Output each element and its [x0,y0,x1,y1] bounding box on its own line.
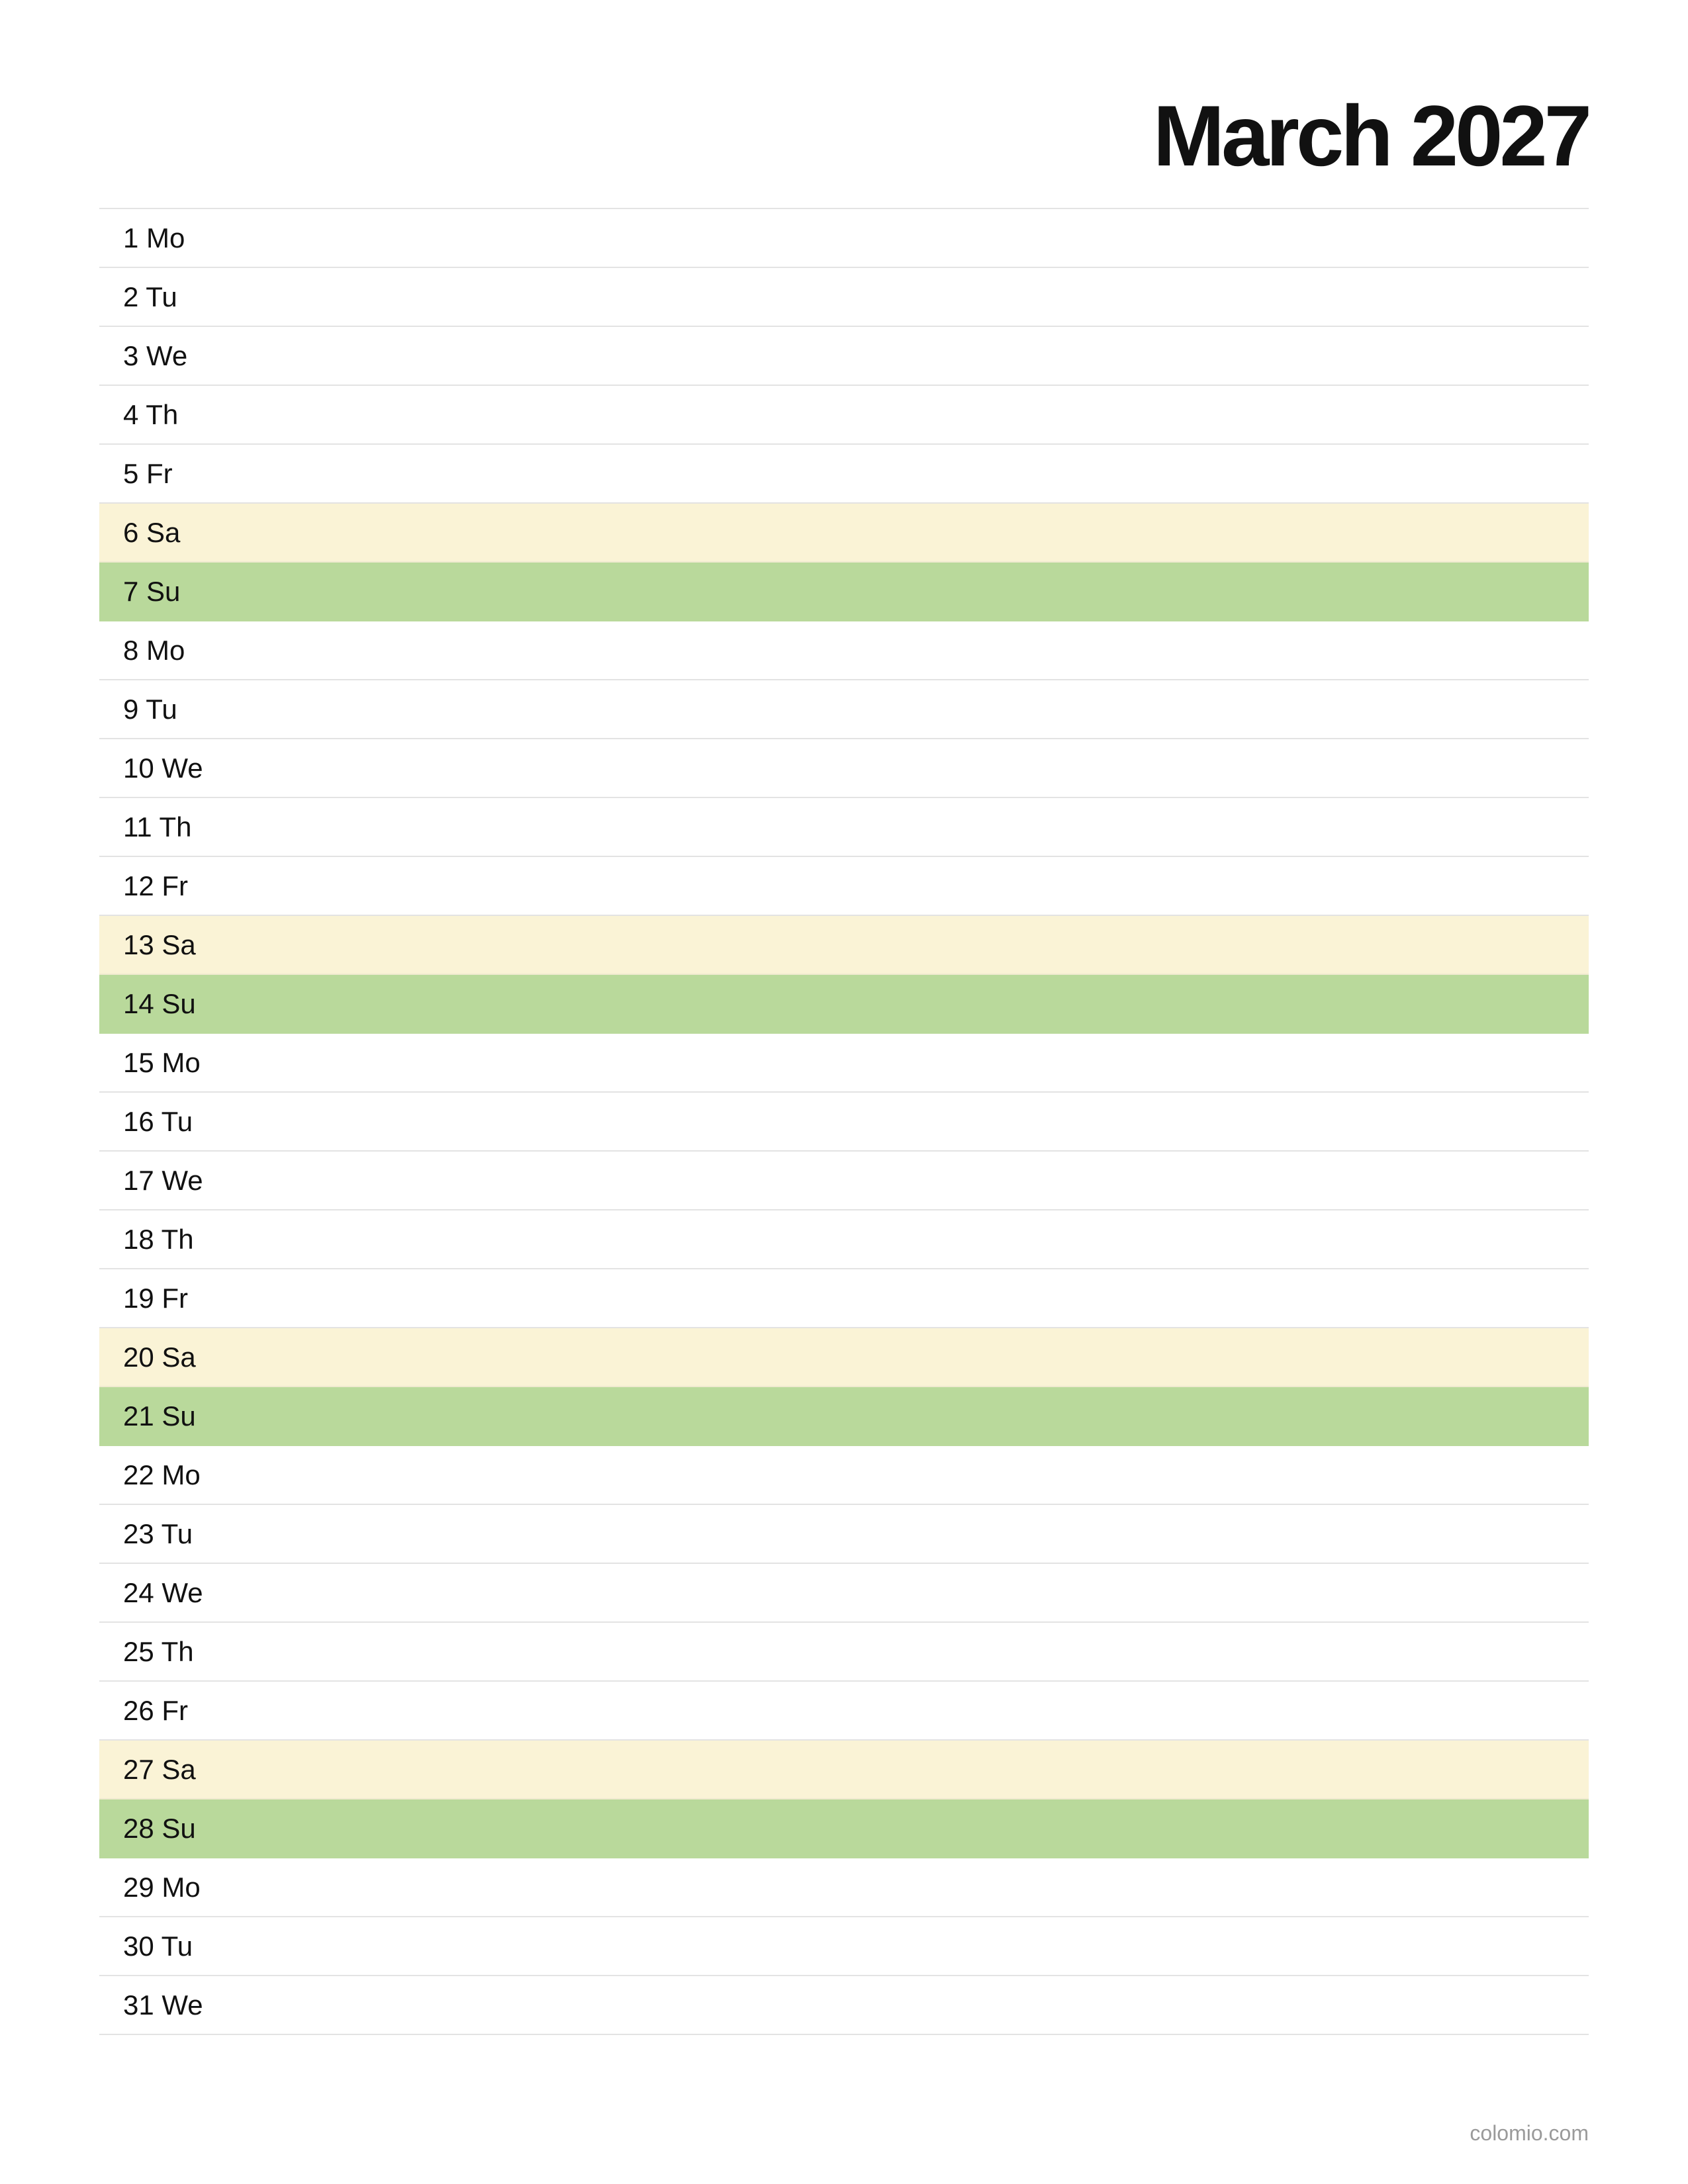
day-row[interactable]: 20 Sa [99,1328,1589,1387]
day-label: 1 Mo [123,222,185,253]
day-label: 3 We [123,340,188,371]
day-label: 8 Mo [123,634,185,666]
day-row[interactable]: 19 Fr [99,1269,1589,1328]
day-list: 1 Mo 2 Tu 3 We 4 Th 5 Fr 6 Sa 7 Su 8 Mo … [99,208,1589,2035]
day-label: 10 We [123,752,203,784]
day-label: 25 Th [123,1635,194,1667]
day-label: 9 Tu [123,693,177,725]
day-row[interactable]: 8 Mo [99,621,1589,680]
day-row[interactable]: 25 Th [99,1623,1589,1682]
day-row[interactable]: 13 Sa [99,916,1589,975]
day-label: 21 Su [123,1400,196,1432]
day-row[interactable]: 17 We [99,1152,1589,1210]
day-label: 15 Mo [123,1046,201,1078]
day-label: 2 Tu [123,281,177,312]
day-label: 12 Fr [123,870,189,901]
day-label: 6 Sa [123,516,181,548]
day-row[interactable]: 31 We [99,1976,1589,2035]
day-row[interactable]: 28 Su [99,1799,1589,1858]
day-row[interactable]: 12 Fr [99,857,1589,916]
day-row[interactable]: 15 Mo [99,1034,1589,1093]
day-row[interactable]: 30 Tu [99,1917,1589,1976]
day-label: 16 Tu [123,1105,193,1137]
day-label: 13 Sa [123,929,196,960]
day-label: 29 Mo [123,1871,201,1903]
day-label: 22 Mo [123,1459,201,1490]
day-row[interactable]: 29 Mo [99,1858,1589,1917]
day-row[interactable]: 2 Tu [99,268,1589,327]
footer-credit: colomio.com [1470,2121,1589,2145]
day-label: 31 We [123,1989,203,2021]
day-row[interactable]: 18 Th [99,1210,1589,1269]
day-row[interactable]: 7 Su [99,563,1589,621]
day-row[interactable]: 16 Tu [99,1093,1589,1152]
day-row[interactable]: 24 We [99,1564,1589,1623]
day-row[interactable]: 11 Th [99,798,1589,857]
day-label: 28 Su [123,1812,196,1844]
day-label: 14 Su [123,987,196,1019]
day-label: 26 Fr [123,1694,189,1726]
day-label: 24 We [123,1576,203,1608]
day-row[interactable]: 3 We [99,327,1589,386]
day-label: 5 Fr [123,457,173,489]
day-label: 19 Fr [123,1282,189,1314]
day-row[interactable]: 22 Mo [99,1446,1589,1505]
day-label: 11 Th [123,811,192,842]
day-row[interactable]: 26 Fr [99,1682,1589,1741]
day-row[interactable]: 10 We [99,739,1589,798]
day-row[interactable]: 4 Th [99,386,1589,445]
day-row[interactable]: 27 Sa [99,1741,1589,1799]
day-row[interactable]: 6 Sa [99,504,1589,563]
day-row[interactable]: 5 Fr [99,445,1589,504]
day-row[interactable]: 14 Su [99,975,1589,1034]
day-label: 27 Sa [123,1753,196,1785]
day-row[interactable]: 9 Tu [99,680,1589,739]
day-label: 17 We [123,1164,203,1196]
day-label: 7 Su [123,575,181,607]
day-label: 30 Tu [123,1930,193,1962]
day-label: 4 Th [123,398,179,430]
day-row[interactable]: 23 Tu [99,1505,1589,1564]
day-label: 23 Tu [123,1518,193,1549]
page-title: March 2027 [1152,87,1592,184]
day-row[interactable]: 21 Su [99,1387,1589,1446]
day-label: 20 Sa [123,1341,196,1373]
day-label: 18 Th [123,1223,194,1255]
day-row[interactable]: 1 Mo [99,209,1589,268]
